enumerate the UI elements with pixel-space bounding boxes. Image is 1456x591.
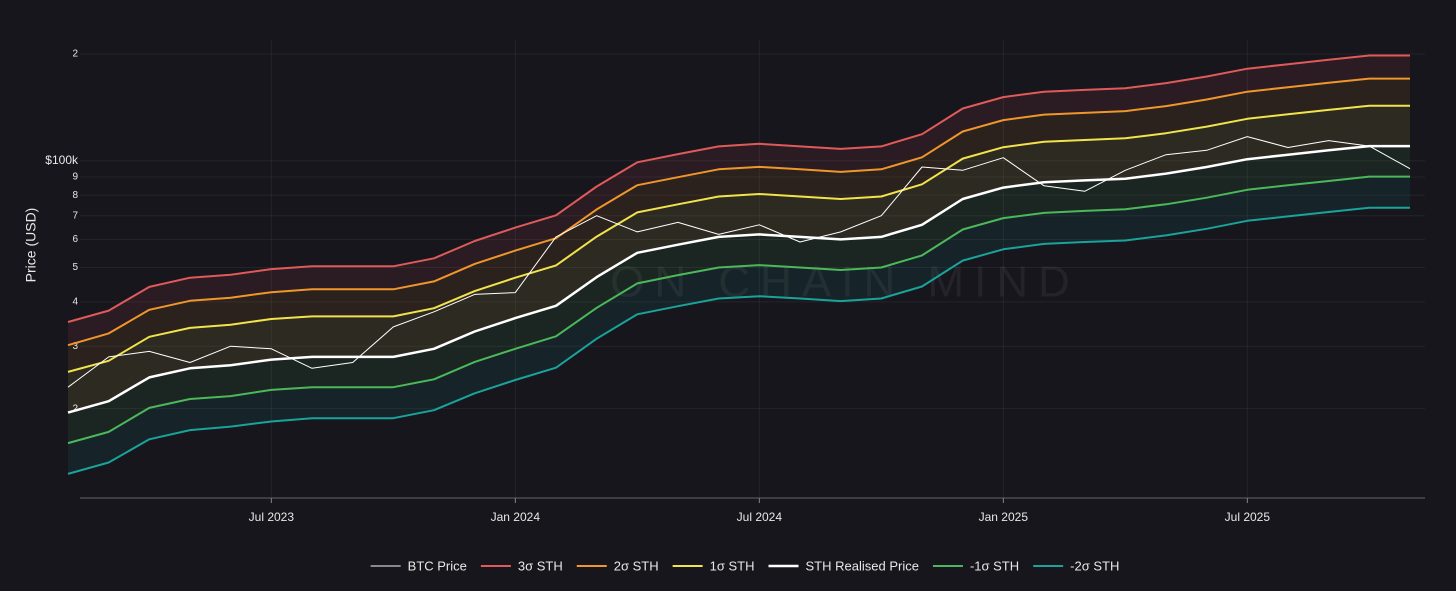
- legend-label: 1σ STH: [710, 558, 755, 573]
- legend-label: -1σ STH: [970, 558, 1019, 573]
- y-tick-label: 4: [72, 297, 78, 308]
- y-tick-label: 6: [72, 234, 78, 245]
- series-line: [67, 77, 1410, 347]
- series-line: [67, 136, 1411, 388]
- x-tick-label: Jul 2024: [737, 510, 783, 524]
- legend-label: 2σ STH: [614, 558, 659, 573]
- x-tick-label: Jul 2023: [249, 510, 295, 524]
- band-fill: [68, 78, 1410, 372]
- band-fill: [68, 105, 1410, 413]
- legend-label: -2σ STH: [1070, 558, 1119, 573]
- y-axis-label: Price (USD): [23, 208, 39, 283]
- series-line: [67, 54, 1410, 323]
- series-line: [67, 206, 1410, 475]
- series-line: [67, 104, 1410, 373]
- y-tick-label: 3: [72, 341, 78, 352]
- legend-label: 3σ STH: [518, 558, 563, 573]
- band-fill: [68, 146, 1410, 444]
- watermark: ON CHAIN MIND: [610, 258, 1080, 307]
- x-tick-label: Jul 2025: [1225, 510, 1271, 524]
- series-line: [67, 175, 1410, 445]
- y-tick-label: 9: [72, 172, 78, 183]
- band-fill: [68, 55, 1410, 346]
- x-tick-label: Jan 2024: [491, 510, 541, 524]
- y-tick-label: 8: [72, 190, 78, 201]
- x-tick-label: Jan 2025: [979, 510, 1029, 524]
- y-tick-label: 5: [72, 262, 78, 273]
- legend-label: BTC Price: [408, 558, 467, 573]
- y-tick-label: 2: [72, 49, 78, 60]
- band-fill: [68, 176, 1410, 474]
- legend: BTC Price 3σ STH 2σ STH 1σ STH STH Realised …: [370, 558, 1119, 573]
- y-tick-label: 7: [72, 210, 78, 221]
- legend-label: STH Realised Price: [806, 558, 919, 573]
- y-tick-label: $100k: [45, 153, 79, 167]
- y-tick-label: 2: [72, 403, 78, 414]
